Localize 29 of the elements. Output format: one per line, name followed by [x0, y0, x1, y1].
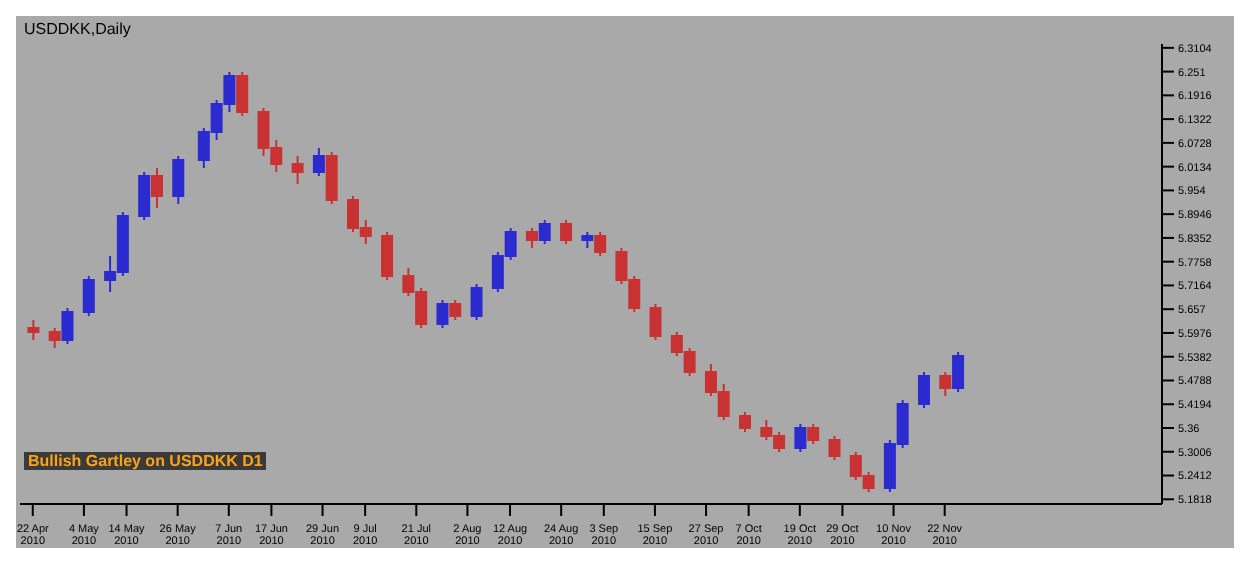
candlestick — [807, 423, 820, 445]
candlestick — [470, 283, 483, 321]
annotation: Bullish Gartley on USDDKK D1 — [24, 452, 267, 470]
candlestick — [291, 155, 304, 185]
candlestick — [794, 423, 807, 453]
candlestick — [917, 371, 930, 409]
candlestick — [939, 371, 952, 397]
candlestick — [952, 351, 965, 393]
candlestick — [172, 155, 185, 205]
candlestick — [525, 227, 538, 249]
candlestick — [236, 71, 249, 117]
candlestick — [828, 435, 841, 461]
candlestick — [312, 147, 325, 177]
candlestick — [436, 299, 449, 329]
candlestick — [449, 299, 462, 321]
candlestick — [538, 219, 551, 245]
candlestick — [138, 171, 151, 221]
candlestick — [381, 231, 394, 281]
candlestick — [649, 303, 662, 341]
candlestick — [150, 167, 163, 209]
candlestick — [325, 151, 338, 205]
candlestick — [82, 275, 95, 317]
chart-title: USDDKK,Daily — [24, 20, 131, 38]
candlestick — [61, 307, 74, 345]
candlestick — [27, 319, 40, 341]
candlestick — [560, 219, 573, 245]
candlestick — [594, 231, 607, 257]
candlestick — [739, 411, 752, 433]
candlestick — [48, 327, 61, 349]
